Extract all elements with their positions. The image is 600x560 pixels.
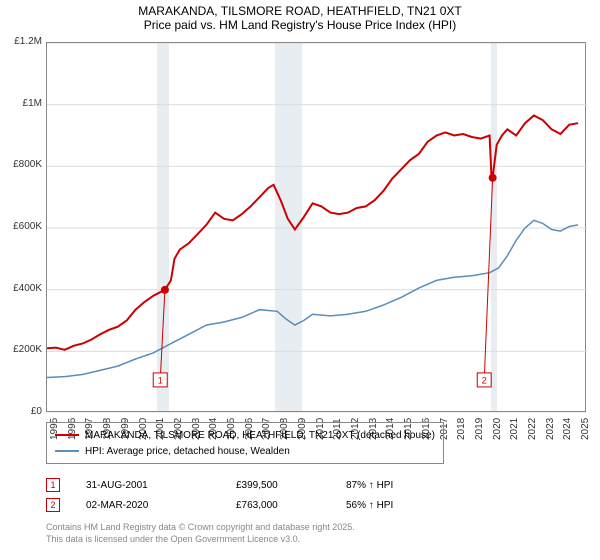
chart-container: MARAKANDA, TILSMORE ROAD, HEATHFIELD, TN… (0, 0, 600, 560)
y-tick-label: £1.2M (0, 36, 42, 47)
y-tick-label: £400K (0, 283, 42, 294)
legend-row: HPI: Average price, detached house, Weal… (55, 443, 435, 459)
y-tick-label: £1M (0, 98, 42, 109)
svg-text:2: 2 (482, 375, 487, 385)
plot-area: 12 (46, 42, 586, 412)
marker-date: 31-AUG-2001 (86, 480, 236, 491)
marker-price: £763,000 (236, 500, 346, 511)
legend-swatch-red (55, 434, 79, 436)
markers-table: 1 31-AUG-2001 £399,500 87% ↑ HPI 2 02-MA… (46, 478, 586, 512)
y-tick-label: £200K (0, 344, 42, 355)
marker-badge: 1 (46, 478, 60, 492)
legend-label: MARAKANDA, TILSMORE ROAD, HEATHFIELD, TN… (85, 430, 435, 441)
legend-row: MARAKANDA, TILSMORE ROAD, HEATHFIELD, TN… (55, 427, 435, 443)
y-tick-label: £600K (0, 221, 42, 232)
y-tick-label: £800K (0, 159, 42, 170)
legend-box: MARAKANDA, TILSMORE ROAD, HEATHFIELD, TN… (46, 422, 444, 464)
footer-line2: This data is licensed under the Open Gov… (46, 534, 586, 546)
footer-note: Contains HM Land Registry data © Crown c… (46, 522, 586, 545)
marker-date: 02-MAR-2020 (86, 500, 236, 511)
y-tick-label: £0 (0, 406, 42, 417)
title-line1: MARAKANDA, TILSMORE ROAD, HEATHFIELD, TN… (0, 4, 600, 18)
marker-badge: 2 (46, 498, 60, 512)
title-line2: Price paid vs. HM Land Registry's House … (0, 18, 600, 32)
series-blue (47, 220, 578, 377)
marker-pct: 87% ↑ HPI (346, 480, 456, 491)
legend-swatch-blue (55, 450, 79, 452)
svg-text:1: 1 (158, 375, 163, 385)
footer-line1: Contains HM Land Registry data © Crown c… (46, 522, 586, 534)
marker-pct: 56% ↑ HPI (346, 500, 456, 511)
legend-label: HPI: Average price, detached house, Weal… (85, 446, 290, 457)
title-block: MARAKANDA, TILSMORE ROAD, HEATHFIELD, TN… (0, 0, 600, 32)
legend-and-notes: MARAKANDA, TILSMORE ROAD, HEATHFIELD, TN… (46, 422, 586, 545)
plot-svg: 12 (47, 43, 587, 413)
marker-price: £399,500 (236, 480, 346, 491)
